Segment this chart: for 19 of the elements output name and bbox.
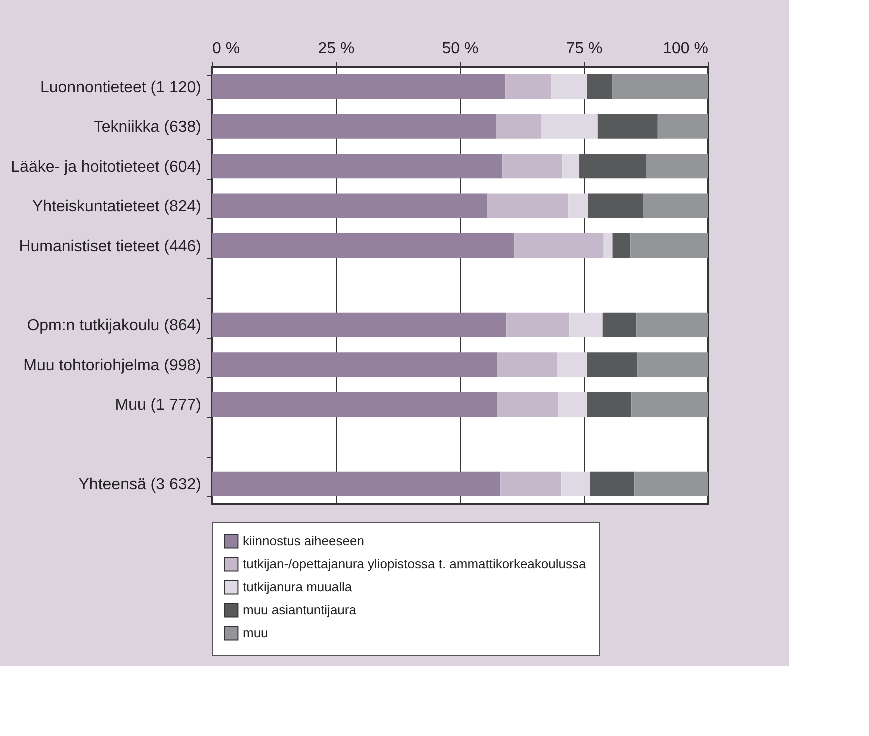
- y-tick-label: Tekniikka (638): [94, 119, 202, 136]
- x-tick-label: 100 %: [663, 40, 708, 58]
- legend-label: muu: [243, 626, 268, 640]
- y-tick-label: Lääke- ja hoitotieteet (604): [11, 158, 202, 176]
- legend-label: tutkijanura muualla: [243, 580, 353, 594]
- legend-label: kiinnostus aiheeseen: [243, 534, 364, 548]
- y-tick-label: Yhteiskuntatieteet (824): [32, 198, 202, 216]
- y-tick-label: Muu (1 777): [115, 397, 202, 414]
- y-tick-label: Muu tohtoriohjelma (998): [24, 357, 202, 374]
- y-tick-label: Opm:n tutkijakoulu (864): [27, 318, 202, 335]
- legend-label: tutkijan-/opettajanura yliopistossa t. ammattikorkeakoulussa: [243, 556, 587, 572]
- x-tick-label: 50 %: [442, 40, 479, 58]
- y-tick-label: Yhteensä (3 632): [78, 476, 202, 494]
- legend-label: muu asiantuntijaura: [243, 602, 358, 618]
- y-tick-label: Humanistiset tieteet (446): [19, 238, 202, 256]
- x-tick-label: 75 %: [566, 40, 603, 58]
- x-tick-label: 25 %: [318, 40, 355, 58]
- x-tick-label: 0 %: [212, 40, 240, 58]
- y-tick-label: Luonnontieteet (1 120): [40, 79, 202, 96]
